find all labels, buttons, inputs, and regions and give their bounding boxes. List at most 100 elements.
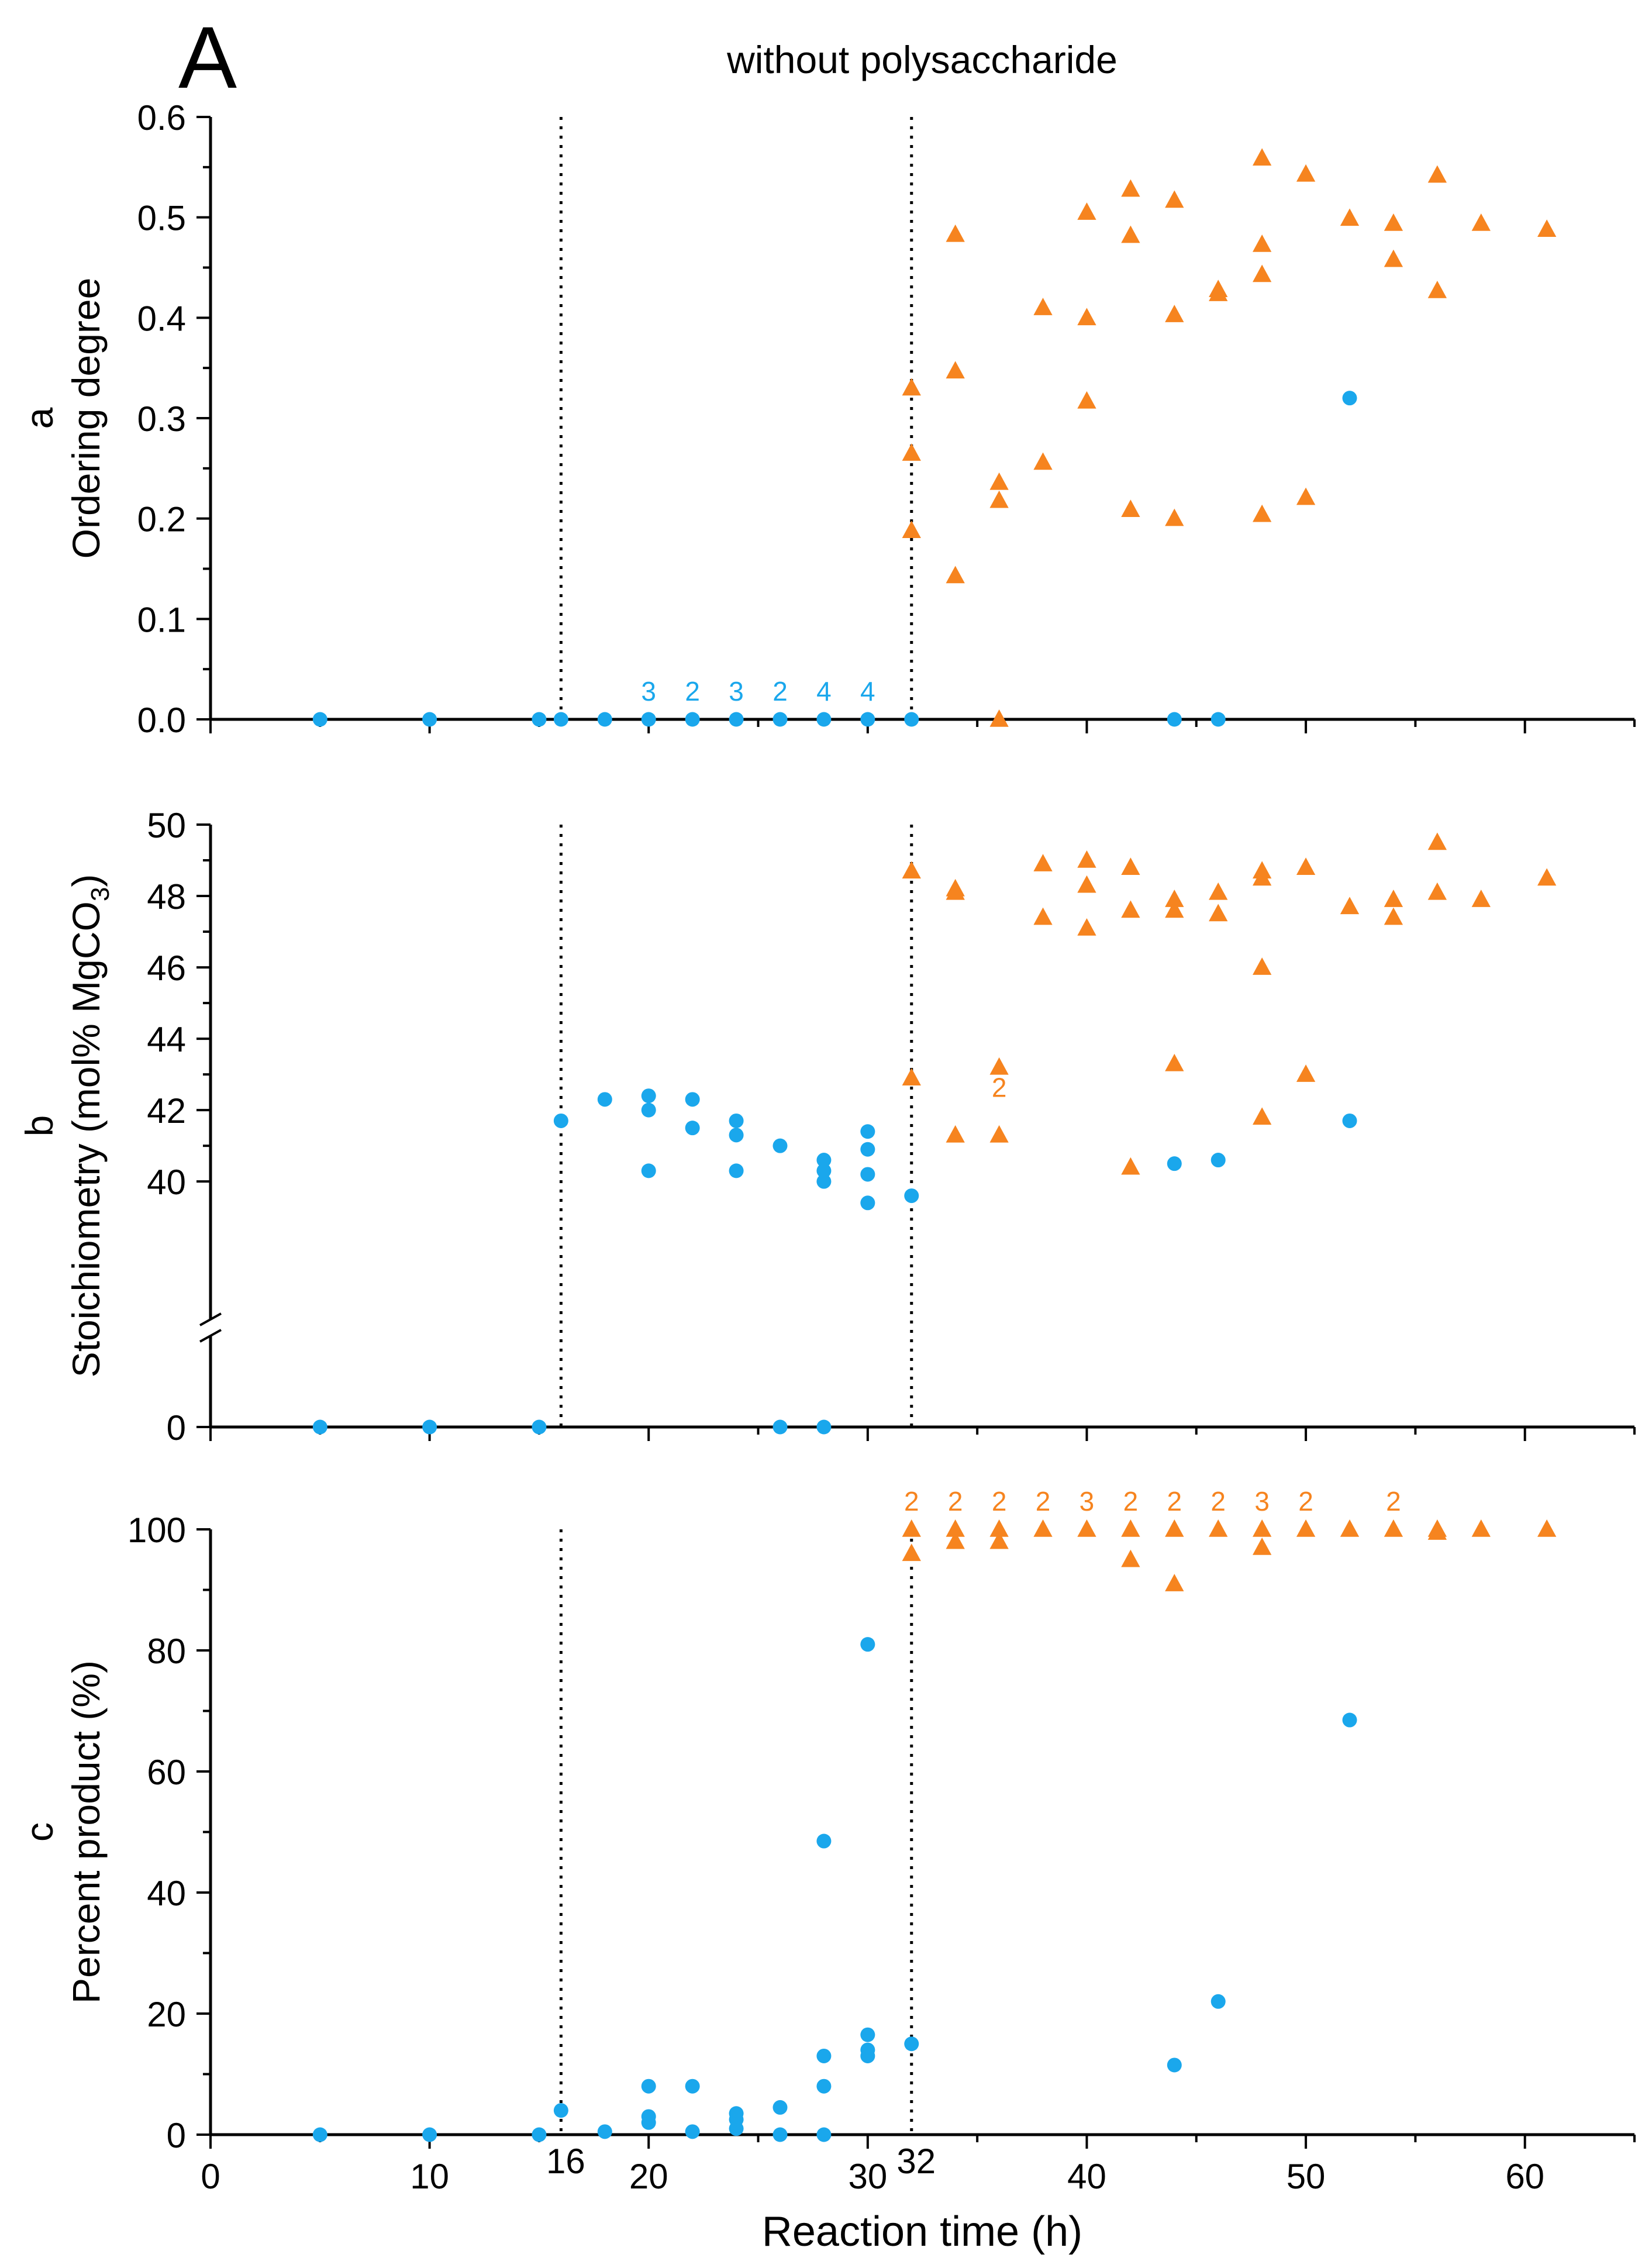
triangle-point <box>1427 165 1447 183</box>
circle-point <box>641 1088 656 1104</box>
triangle-point <box>1121 179 1140 197</box>
triangle-point <box>1253 868 1272 886</box>
triangle-point <box>1384 907 1403 925</box>
triangle-point <box>1121 499 1140 517</box>
circle-point <box>1167 2057 1182 2073</box>
circle-point <box>532 712 547 727</box>
triangle-point <box>902 861 921 879</box>
triangle-point <box>1427 832 1447 850</box>
y-tick-label: 0.2 <box>137 500 186 539</box>
circle-point <box>553 712 568 727</box>
x-axis-label: Reaction time (h) <box>762 2208 1082 2255</box>
triangle-point <box>1209 1519 1228 1537</box>
y-tick-label: 0.3 <box>137 399 186 439</box>
triangle-point <box>1537 1519 1557 1537</box>
triangle-point <box>1340 208 1360 226</box>
count-annotation: 2 <box>1123 1486 1139 1516</box>
triangle-point <box>946 224 965 242</box>
x-tick-label: 30 <box>848 2157 887 2196</box>
circle-point <box>312 2127 327 2142</box>
triangle-point <box>1296 487 1316 505</box>
circle-point <box>729 712 744 727</box>
circle-point <box>597 1092 612 1107</box>
circle-point <box>641 2115 656 2130</box>
triangle-point <box>1077 202 1096 220</box>
y-tick-label: 0 <box>167 2116 186 2155</box>
triangle-point <box>1340 1519 1360 1537</box>
circle-point <box>772 1138 788 1153</box>
circle-point <box>729 1128 744 1143</box>
triangle-point <box>1427 882 1447 900</box>
y-axis-label-subscript: 3 <box>86 887 115 901</box>
triangle-point <box>902 1068 921 1085</box>
triangle-point <box>1033 298 1053 315</box>
circle-point <box>685 712 700 727</box>
circle-point <box>641 712 656 727</box>
circle-point <box>816 1174 832 1189</box>
circle-point <box>772 712 788 727</box>
triangle-point <box>1296 1519 1316 1537</box>
circle-point <box>685 1092 700 1107</box>
triangle-point <box>902 1519 921 1537</box>
triangle-point <box>1253 957 1272 975</box>
triangle-point <box>946 566 965 584</box>
circle-point <box>641 2079 656 2094</box>
circle-point <box>816 2127 832 2142</box>
y-tick-label: 48 <box>147 877 186 916</box>
triangle-point <box>946 1531 965 1549</box>
triangle-point <box>989 709 1009 727</box>
circle-point <box>860 2027 875 2042</box>
triangle-point <box>1471 213 1491 231</box>
triangle-point <box>902 443 921 461</box>
circle-point <box>772 2127 788 2142</box>
triangle-point <box>1165 190 1184 208</box>
count-annotation: 2 <box>1386 1486 1401 1516</box>
circle-point <box>641 1102 656 1118</box>
x-tick-label: 20 <box>629 2157 668 2196</box>
triangle-point <box>902 521 921 539</box>
y-tick-label: 46 <box>147 949 186 988</box>
triangle-point <box>1165 900 1184 918</box>
count-annotation: 4 <box>816 676 832 706</box>
circle-point <box>312 712 327 727</box>
y-tick-label: 42 <box>147 1091 186 1130</box>
y-tick-label: 0.6 <box>137 98 186 137</box>
circle-point <box>685 2124 700 2139</box>
circle-point <box>1342 1113 1357 1128</box>
circle-point <box>729 1163 744 1178</box>
triangle-point <box>1121 1549 1140 1567</box>
circle-point <box>729 1113 744 1128</box>
panel-label: c <box>18 1822 61 1842</box>
count-annotation: 2 <box>992 1072 1007 1102</box>
triangle-point <box>989 472 1009 490</box>
y-tick-label: 44 <box>147 1020 186 1059</box>
triangle-point <box>1077 308 1096 326</box>
y-tick-label: 60 <box>147 1753 186 1792</box>
triangle-point <box>1253 235 1272 252</box>
triangle-point <box>989 490 1009 508</box>
circle-point <box>904 2036 919 2052</box>
count-annotation: 3 <box>729 676 744 706</box>
triangle-point <box>1471 890 1491 907</box>
triangle-point <box>1209 284 1228 301</box>
triangle-point <box>1165 508 1184 526</box>
y-tick-label: 0.4 <box>137 299 186 338</box>
circle-point <box>641 1163 656 1178</box>
triangle-point <box>1121 900 1140 918</box>
triangle-point <box>1077 875 1096 893</box>
triangle-point <box>1209 904 1228 922</box>
triangle-point <box>946 1519 965 1537</box>
triangle-point <box>1033 452 1053 470</box>
triangle-point <box>989 1125 1009 1143</box>
y-tick-label: 50 <box>147 806 186 845</box>
x-tick-label: 60 <box>1505 2157 1544 2196</box>
triangle-point <box>989 1531 1009 1549</box>
circle-point <box>685 2079 700 2094</box>
count-annotation: 2 <box>992 1486 1007 1516</box>
triangle-point <box>1253 148 1272 166</box>
circle-point <box>816 1419 832 1435</box>
triangle-point <box>1471 1519 1491 1537</box>
circle-point <box>1210 1994 1226 2009</box>
triangle-point <box>1427 1522 1447 1540</box>
